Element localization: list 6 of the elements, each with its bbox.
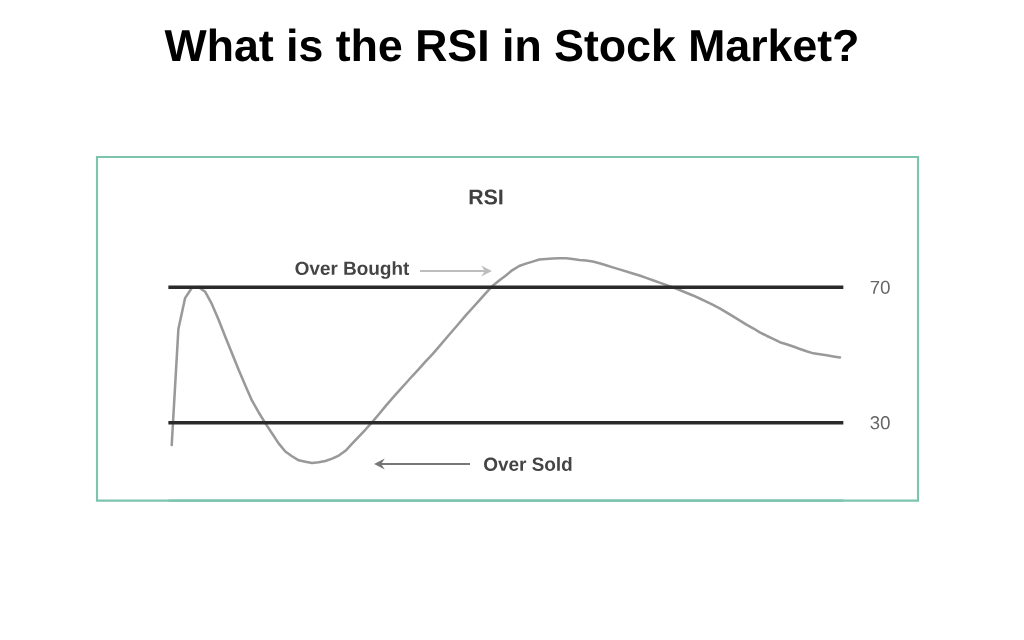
y-tick-label: 70 [870, 280, 890, 294]
chart-title: What is the RSI in Stock Market? [164, 28, 857, 62]
annotation: Over Bought [295, 261, 410, 279]
text: RSI [469, 189, 503, 205]
y-tick-label: 30 [870, 416, 890, 430]
annotation: Over Sold [484, 457, 572, 471]
